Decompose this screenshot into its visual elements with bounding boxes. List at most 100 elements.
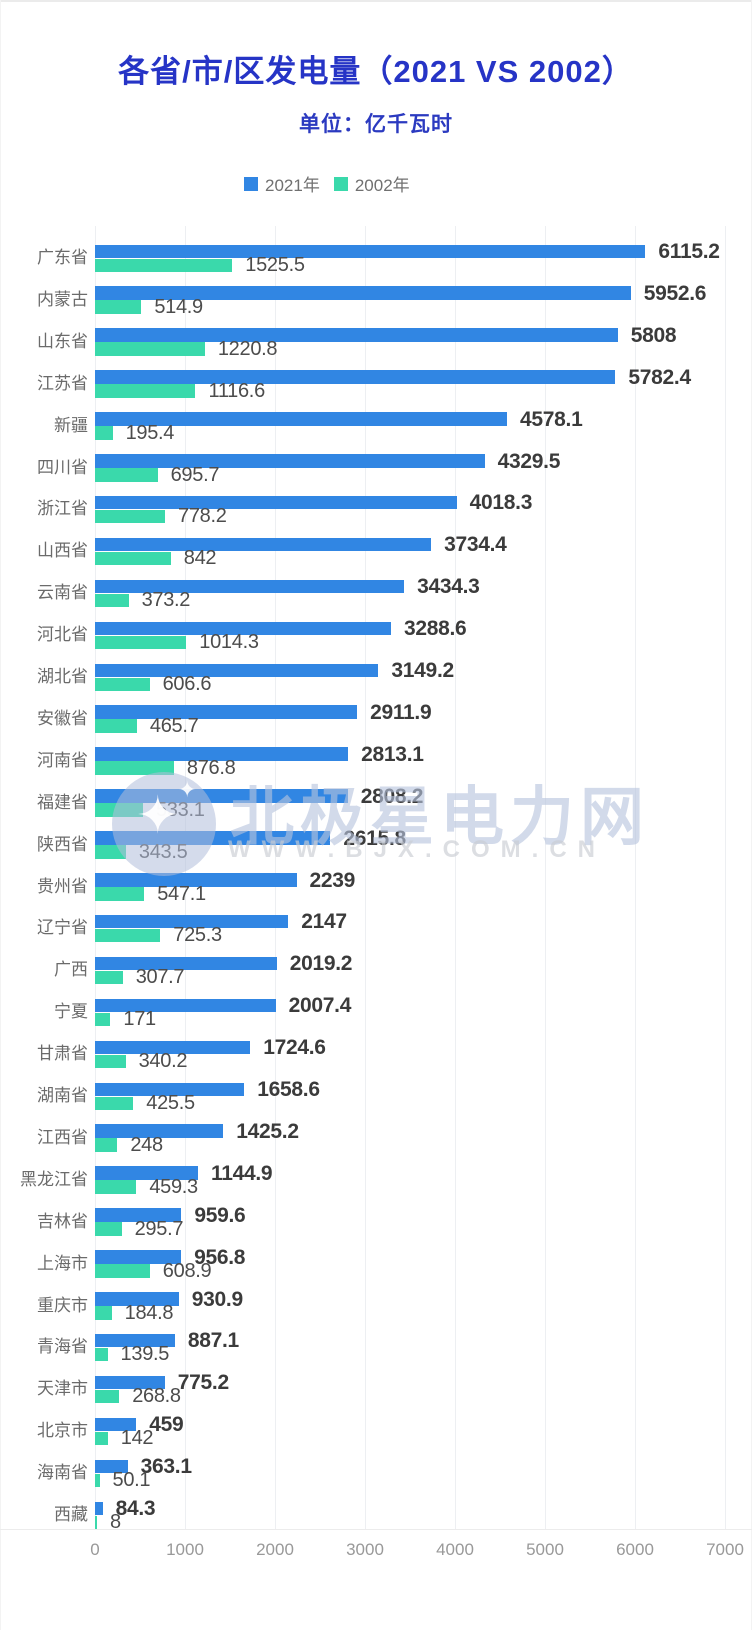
- value-2021: 2615.8: [343, 826, 406, 850]
- value-2002: 268.8: [132, 1385, 181, 1408]
- value-2021: 2239: [309, 868, 356, 892]
- bar-2021: [95, 831, 331, 845]
- category-label: 山东省: [37, 331, 88, 351]
- bar-row: 福建省 2808.2 533.1: [0, 786, 752, 821]
- bar-2002: [95, 887, 145, 901]
- bar-row: 新疆 4578.1 195.4: [0, 407, 752, 444]
- x-axis-tick: 4000: [436, 1540, 474, 1559]
- value-2021: 1724.6: [263, 1036, 326, 1060]
- bar-2021: [95, 1208, 182, 1222]
- value-2021: 5782.4: [628, 365, 691, 389]
- bar-2002: [95, 1431, 108, 1446]
- bar-2021: [95, 914, 289, 929]
- category-label: 海南省: [37, 1463, 88, 1483]
- legend: 2021年 2002年: [244, 171, 410, 196]
- legend-item-2002[interactable]: 2002年: [333, 171, 410, 196]
- value-2002: 195.4: [125, 421, 175, 444]
- bar-2002: [95, 1473, 100, 1488]
- bar-2002: [95, 845, 126, 859]
- category-label: 江西省: [37, 1127, 88, 1147]
- bar-2002: [95, 1138, 118, 1152]
- bar-row: 吉林省 959.6 295.7: [0, 1203, 752, 1240]
- value-2021: 2007.4: [288, 994, 352, 1018]
- value-2021: 4578.1: [520, 407, 583, 431]
- category-label: 湖南省: [37, 1086, 88, 1105]
- bar-2021: [95, 454, 485, 468]
- bar-2002: [95, 1180, 137, 1194]
- bar-2002: [95, 1306, 112, 1320]
- bar-row: 陕西省 2615.8 343.5: [0, 826, 752, 863]
- category-label: 福建省: [37, 792, 88, 812]
- bar-row: 西藏 84.3 8: [0, 1498, 752, 1533]
- value-2002: 8: [110, 1511, 121, 1533]
- bar-row: 河北省 3288.6 1014.3: [0, 617, 752, 653]
- bar-2021: [95, 1292, 179, 1306]
- value-2002: 425.5: [146, 1092, 195, 1114]
- bar-row: 黑龙江省 1144.9 459.3: [0, 1163, 752, 1198]
- bar-2002: [95, 593, 129, 608]
- bar-2002: [95, 803, 143, 817]
- bar-2021: [95, 873, 297, 887]
- value-2021: 956.8: [194, 1245, 246, 1269]
- category-label: 重庆市: [37, 1295, 88, 1315]
- value-2002: 842: [183, 547, 217, 570]
- x-axis-tick: 7000: [706, 1540, 744, 1559]
- bar-row: 浙江省 4018.3 778.2: [0, 492, 752, 527]
- bar-2021: [95, 412, 508, 426]
- value-2021: 3288.6: [403, 617, 467, 641]
- bar-2002: [95, 1096, 134, 1110]
- x-axis-tick: 0: [90, 1540, 100, 1559]
- value-2021: 2813.1: [361, 742, 424, 766]
- legend-item-2021[interactable]: 2021年: [244, 171, 320, 196]
- category-label: 广东省: [37, 248, 88, 267]
- bar-row: 江西省 1425.2 248: [0, 1121, 752, 1156]
- value-2021: 2147: [301, 910, 347, 934]
- bar-2021: [95, 1166, 199, 1180]
- bar-row: 贵州省 2239 547.1: [0, 868, 752, 905]
- value-2002: 307.7: [135, 966, 185, 989]
- bar-2021: [95, 998, 276, 1013]
- category-label: 浙江省: [37, 499, 88, 519]
- bar-2002: [95, 426, 113, 440]
- value-2002: 465.7: [149, 714, 199, 737]
- category-label: 广西: [54, 960, 88, 980]
- bar-row: 江苏省 5782.4 1116.6: [0, 365, 752, 402]
- value-2002: 295.7: [134, 1217, 184, 1240]
- gridline: [725, 226, 726, 1529]
- category-label: 甘肃省: [37, 1044, 88, 1064]
- bar-row: 宁夏 2007.4 171: [0, 994, 752, 1030]
- category-label: 贵州省: [37, 876, 88, 896]
- value-2002: 547.1: [157, 882, 206, 905]
- bar-2002: [95, 551, 171, 566]
- gridline: [545, 226, 546, 1529]
- bar-row: 安徽省 2911.9 465.7: [0, 700, 752, 737]
- bar-2021: [95, 1417, 137, 1432]
- bar-row: 天津市 775.2 268.8: [0, 1372, 752, 1407]
- bar-2021: [95, 370, 616, 384]
- legend-label-2021: 2021年: [265, 176, 320, 195]
- bar-2021: [95, 1375, 165, 1390]
- bar-2002: [95, 1347, 108, 1362]
- bar-2021: [95, 1082, 245, 1096]
- bar-row: 云南省 3434.3 373.2: [0, 575, 752, 611]
- bar-row: 广西 2019.2 307.7: [0, 953, 752, 988]
- value-2002: 1116.6: [208, 379, 265, 402]
- category-label: 内蒙古: [37, 289, 88, 309]
- bar-2021: [95, 956, 277, 971]
- bar-row: 广东省 6115.2 1525.5: [0, 241, 752, 276]
- legend-label-2002: 2002年: [354, 176, 410, 195]
- value-2021: 1658.6: [257, 1078, 320, 1101]
- bar-2021: [95, 621, 391, 636]
- value-2021: 2911.9: [370, 700, 432, 724]
- chart-subtitle: 单位：亿千瓦时: [299, 113, 453, 136]
- value-2002: 606.6: [162, 673, 212, 695]
- value-2021: 3434.3: [417, 575, 480, 599]
- bar-2002: [95, 635, 187, 650]
- value-2002: 343.5: [138, 840, 188, 863]
- bar-row: 上海市 956.8 608.9: [0, 1245, 752, 1282]
- value-2021: 959.6: [194, 1203, 246, 1227]
- bar-row: 四川省 4329.5 695.7: [0, 451, 752, 486]
- bar-2002: [95, 1012, 111, 1027]
- value-2002: 50.1: [112, 1469, 151, 1492]
